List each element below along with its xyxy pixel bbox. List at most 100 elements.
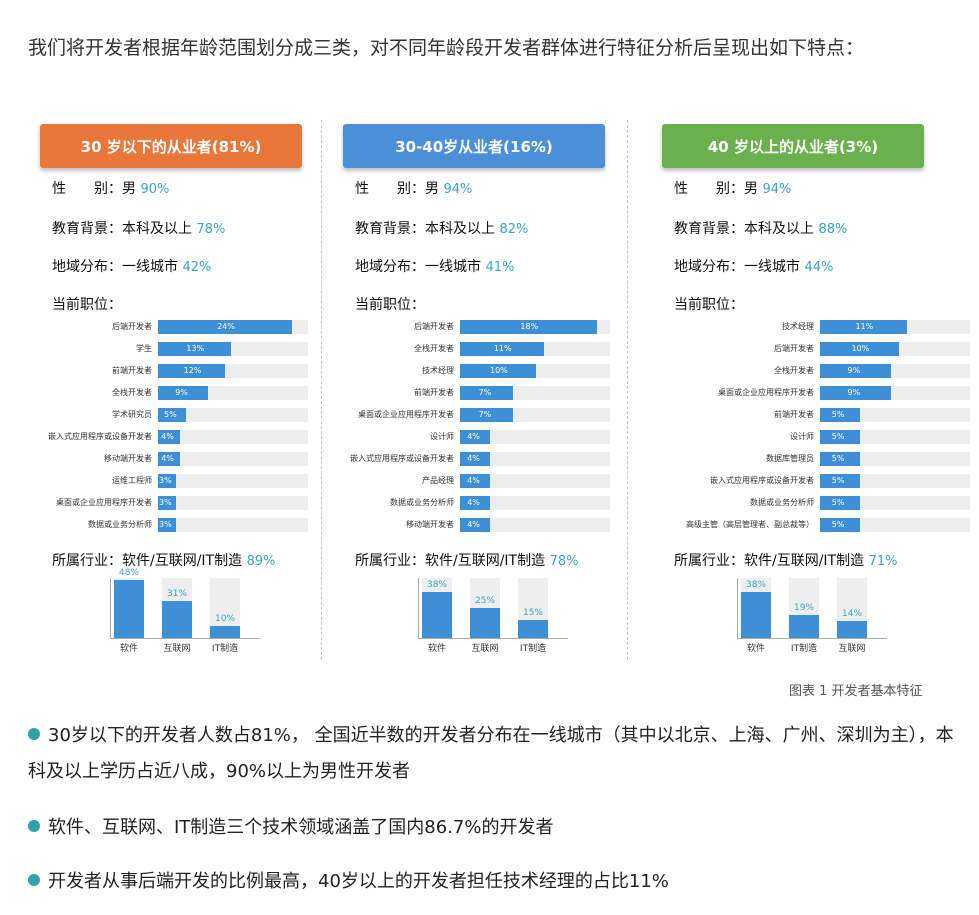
industry-axis	[737, 578, 738, 638]
position-bar-row: 前端开发者 5%	[774, 408, 970, 422]
industry-bar-track	[837, 578, 867, 638]
position-bar-track	[158, 518, 308, 532]
position-bar	[460, 320, 597, 334]
position-name: 设计师	[430, 432, 454, 441]
position-bar-row: 数据或业务分析师 4%	[390, 496, 610, 510]
position-name: 桌面或企业应用程序开发者	[358, 410, 454, 419]
position-bar-row: 桌面或企业应用程序开发者 9%	[718, 386, 970, 400]
industry-bar-value: 38%	[426, 580, 447, 591]
bullet-item: 软件、互联网、IT制造三个技术领域涵盖了国内86.7%的开发者	[28, 810, 958, 846]
position-name: 全栈开发者	[774, 366, 814, 375]
position-name: 产品经理	[422, 476, 454, 485]
industry-category: 软件	[119, 644, 138, 654]
position-bar-value: 5%	[831, 410, 845, 419]
position-bar-value: 5%	[831, 476, 845, 485]
position-name: 技术经理	[782, 322, 814, 331]
position-bar-track	[158, 452, 308, 466]
position-bar-value: 4%	[467, 520, 480, 529]
region-stat-label: 地域分布：一线城市	[52, 259, 178, 275]
position-name: 桌面或企业应用程序开发者	[56, 498, 152, 507]
position-bar-value: 4%	[467, 454, 480, 463]
age-group-title: 30-40岁从业者(16%)	[343, 124, 605, 168]
industry-category: 互联网	[471, 644, 499, 654]
position-bar-row: 技术经理 11%	[782, 320, 970, 334]
position-name: 数据或业务分析师	[88, 520, 152, 529]
industry-bar	[422, 592, 452, 638]
position-bar	[460, 496, 491, 510]
position-bar-value: 4%	[161, 454, 174, 463]
education-stat: 教育背景：本科及以上 82%	[355, 218, 528, 238]
education-stat-label: 教育背景：本科及以上	[52, 221, 192, 237]
position-name: 数据或业务分析师	[390, 498, 454, 507]
position-name: 桌面或企业应用程序开发者	[718, 388, 814, 397]
position-bar	[158, 496, 176, 510]
position-bar-value: 5%	[164, 410, 177, 419]
industry-bar-value: 48%	[118, 568, 139, 579]
bullet-dot-icon	[28, 728, 40, 740]
gender-stat-label: 性 别：男	[355, 181, 439, 197]
position-bar-row: 产品经理 4%	[422, 474, 610, 488]
age-group-panel: 40 岁以上的从业者(3%) 性 别：男 94% 教育背景：本科及以上 88% 地域分…	[662, 120, 970, 660]
industry-axis	[110, 578, 111, 638]
position-bar-value: 3%	[159, 498, 172, 507]
position-bar-value: 11%	[493, 344, 512, 353]
position-name: 后端开发者	[112, 322, 152, 331]
industry-value: 78%	[549, 554, 579, 569]
industry-bar-track	[741, 578, 771, 638]
position-bar-track	[158, 408, 308, 422]
position-bar-value: 9%	[847, 366, 861, 375]
position-name: 学术研究员	[112, 410, 152, 419]
position-bar	[460, 408, 514, 422]
position-bar-row: 数据库管理员 5%	[766, 452, 970, 466]
industry-bar-track	[114, 578, 144, 638]
industry-stat: 所属行业：软件/互联网/IT制造 89%	[52, 550, 275, 570]
position-bar-row: 设计师 4%	[430, 430, 610, 444]
position-bar	[158, 518, 176, 532]
industry-stat: 所属行业：软件/互联网/IT制造 78%	[355, 550, 578, 570]
position-name: 嵌入式应用程序或设备开发者	[350, 454, 454, 463]
position-bar-value: 4%	[467, 476, 480, 485]
industry-bar	[114, 580, 144, 638]
position-name: 后端开发者	[414, 322, 454, 331]
position-bar	[820, 386, 892, 400]
position-bar-value: 3%	[159, 520, 172, 529]
positions-label: 当前职位：	[355, 297, 425, 313]
region-stat: 地域分布：一线城市 41%	[355, 256, 514, 276]
position-bar-row: 桌面或企业应用程序开发者 3%	[56, 496, 308, 510]
industry-category: IT制造	[790, 644, 818, 654]
industry-bar	[837, 621, 867, 638]
position-name: 移动端开发者	[406, 520, 454, 529]
age-group-panel: 30-40岁从业者(16%) 性 别：男 94% 教育背景：本科及以上 82% 地域分…	[343, 120, 643, 660]
position-bar-row: 桌面或企业应用程序开发者 7%	[358, 408, 610, 422]
position-bar	[158, 430, 181, 444]
region-stat-value: 44%	[804, 260, 834, 275]
industry-bar	[210, 626, 240, 638]
industry-bar-track	[210, 578, 240, 638]
position-bar-value: 3%	[159, 476, 172, 485]
education-stat: 教育背景：本科及以上 88%	[674, 218, 847, 238]
position-bar-track	[460, 496, 610, 510]
position-bar	[158, 342, 231, 356]
bullet-dot-icon	[28, 820, 40, 832]
position-name: 前端开发者	[414, 388, 454, 397]
position-bar-row: 运维工程师 3%	[112, 474, 308, 488]
bullet-text: 开发者从事后端开发的比例最高，40岁以上的开发者担任技术经理的占比11%	[48, 871, 669, 892]
position-bar	[158, 408, 186, 422]
age-group-title: 30 岁以下的从业者(81%)	[40, 124, 302, 168]
position-name: 全栈开发者	[112, 388, 152, 397]
industry-bar-track	[470, 578, 500, 638]
gender-stat-label: 性 别：男	[674, 181, 758, 197]
position-bar-row: 学术研究员 5%	[112, 408, 308, 422]
industry-bar	[789, 615, 819, 638]
position-bar-row: 前端开发者 7%	[414, 386, 610, 400]
industry-category: 互联网	[838, 644, 866, 654]
education-stat-value: 78%	[196, 222, 226, 237]
industry-stat: 所属行业：软件/互联网/IT制造 71%	[674, 550, 897, 570]
industry-label: 所属行业：软件/互联网/IT制造	[52, 553, 243, 569]
gender-stat-value: 94%	[443, 182, 473, 197]
industry-value: 89%	[246, 554, 276, 569]
gender-stat-value: 94%	[762, 182, 792, 197]
position-bar-row: 后端开发者 24%	[112, 320, 308, 334]
position-bar-row: 设计师 5%	[790, 430, 970, 444]
position-bar-value: 9%	[847, 388, 861, 397]
